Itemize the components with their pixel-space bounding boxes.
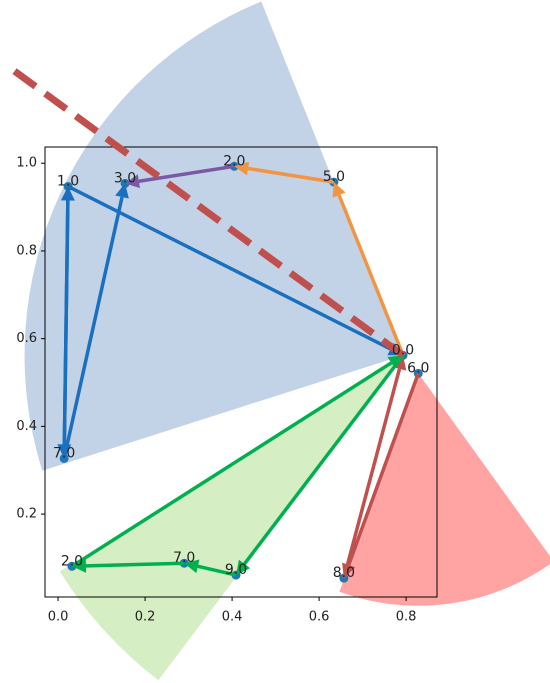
arrow-shaft	[138, 164, 235, 183]
point-label: 7.0	[173, 550, 195, 566]
arrow-head	[125, 174, 140, 189]
arrow	[234, 161, 335, 184]
arrow-head	[115, 183, 129, 199]
arrow-shaft	[71, 361, 393, 568]
wedge	[24, 1, 404, 471]
x-tick-label: 0.6	[309, 610, 330, 625]
wedge	[339, 373, 550, 606]
arrow	[184, 559, 237, 577]
arrow-shaft	[62, 186, 70, 445]
arrow-head	[184, 559, 200, 574]
y-tick-label: 0.6	[16, 331, 37, 346]
x-tick-label: 0.8	[396, 610, 417, 625]
x-tick-label: 0.2	[135, 610, 156, 625]
point-label: 7.0	[53, 445, 75, 461]
x-tick-label: 0.0	[48, 610, 69, 625]
y-tick-label: 1.0	[16, 156, 37, 171]
arrow-shaft	[337, 194, 405, 356]
arrow	[62, 183, 129, 459]
arrow-head	[235, 559, 251, 576]
wedge	[59, 355, 404, 681]
dashed-line	[12, 68, 406, 359]
point-label: 5.0	[323, 169, 345, 185]
point-label: 8.0	[333, 565, 355, 581]
y-tick-label: 0.2	[16, 507, 37, 522]
point-label: 1.0	[57, 173, 79, 189]
arrow-shaft	[347, 372, 420, 566]
x-tick-label: 0.4	[222, 610, 243, 625]
point-label: 3.0	[114, 170, 136, 186]
arrow-shaft	[342, 368, 402, 579]
point-label: 2.0	[223, 153, 245, 169]
arrow	[125, 164, 235, 189]
arrow-head	[332, 182, 346, 198]
axes-frame	[44, 146, 438, 598]
point-label: 9.0	[225, 562, 247, 578]
arrow-head	[57, 444, 72, 459]
arrow-shaft	[243, 354, 405, 565]
point-label: 2.0	[61, 553, 83, 569]
arrow-shaft	[67, 184, 392, 351]
y-tick-label: 0.8	[16, 243, 37, 258]
arrow	[235, 354, 405, 576]
arrow	[332, 182, 405, 356]
arrow-shaft	[62, 196, 124, 459]
point-label: 6.0	[407, 360, 429, 376]
arrow	[57, 186, 72, 459]
y-tick-label: 0.4	[16, 419, 37, 434]
arrow-head	[234, 161, 250, 176]
arrow-shaft	[197, 564, 237, 577]
point-label: 0.0	[392, 342, 414, 358]
arrow-shaft	[85, 561, 185, 568]
arrow-head	[71, 558, 87, 573]
arrow	[71, 558, 185, 573]
arrow-shaft	[247, 166, 335, 184]
